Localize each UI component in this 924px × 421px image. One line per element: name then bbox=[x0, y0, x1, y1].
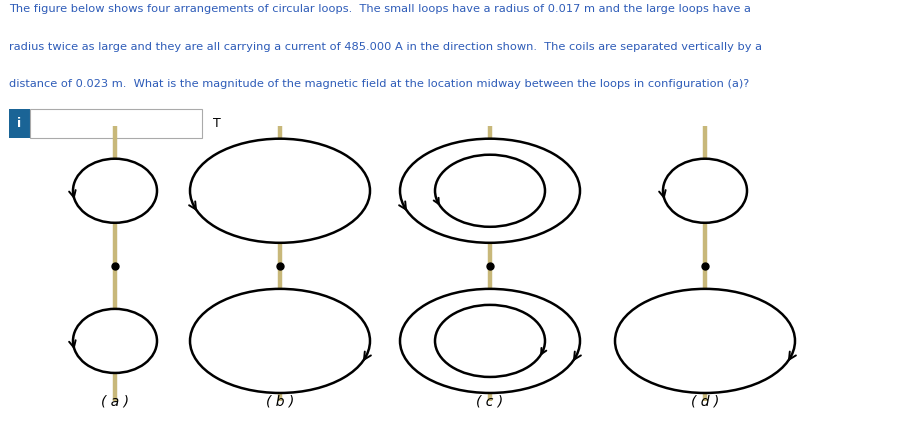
Ellipse shape bbox=[190, 139, 370, 243]
Bar bbox=[9, 109, 30, 139]
Ellipse shape bbox=[400, 139, 580, 243]
Text: ( a ): ( a ) bbox=[101, 395, 129, 409]
Ellipse shape bbox=[400, 289, 580, 393]
Ellipse shape bbox=[73, 309, 157, 373]
Ellipse shape bbox=[73, 159, 157, 223]
Bar bbox=[30, 109, 202, 139]
Ellipse shape bbox=[435, 155, 545, 227]
Text: distance of 0.023 m.  What is the magnitude of the magnetic field at the locatio: distance of 0.023 m. What is the magnitu… bbox=[9, 79, 749, 89]
Text: radius twice as large and they are all carrying a current of 485.000 A in the di: radius twice as large and they are all c… bbox=[9, 42, 762, 52]
Ellipse shape bbox=[615, 289, 795, 393]
Text: ( c ): ( c ) bbox=[477, 395, 504, 409]
Text: ( b ): ( b ) bbox=[266, 395, 294, 409]
Ellipse shape bbox=[435, 305, 545, 377]
Ellipse shape bbox=[190, 289, 370, 393]
Text: The figure below shows four arrangements of circular loops.  The small loops hav: The figure below shows four arrangements… bbox=[9, 4, 751, 14]
Text: T: T bbox=[213, 117, 221, 130]
Text: ( d ): ( d ) bbox=[691, 395, 719, 409]
Text: i: i bbox=[18, 117, 21, 130]
Ellipse shape bbox=[663, 159, 747, 223]
